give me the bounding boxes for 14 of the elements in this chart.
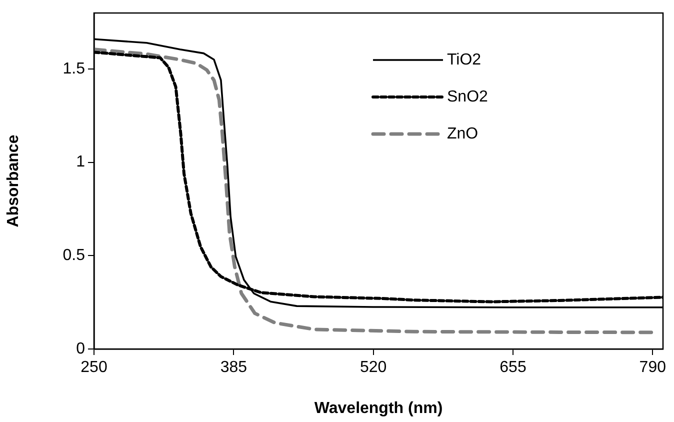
legend-label: ZnO — [447, 125, 478, 142]
y-tick-label: 0.5 — [62, 247, 86, 264]
y-axis-title: Absorbance — [5, 134, 22, 228]
y-tick-label: 1 — [76, 154, 86, 171]
x-tick-label: 250 — [80, 359, 108, 376]
x-tick-label: 385 — [220, 359, 248, 376]
y-tick-label: 0 — [76, 340, 86, 358]
x-tick-label: 520 — [360, 359, 387, 376]
legend-label: SnO2 — [447, 88, 488, 106]
x-tick-label: 655 — [500, 359, 526, 376]
y-tick-label: 1.5 — [62, 60, 86, 78]
legend-label: TiO2 — [447, 51, 482, 68]
x-tick-label: 790 — [639, 359, 666, 376]
x-axis-title: Wavelength (nm) — [314, 400, 443, 417]
